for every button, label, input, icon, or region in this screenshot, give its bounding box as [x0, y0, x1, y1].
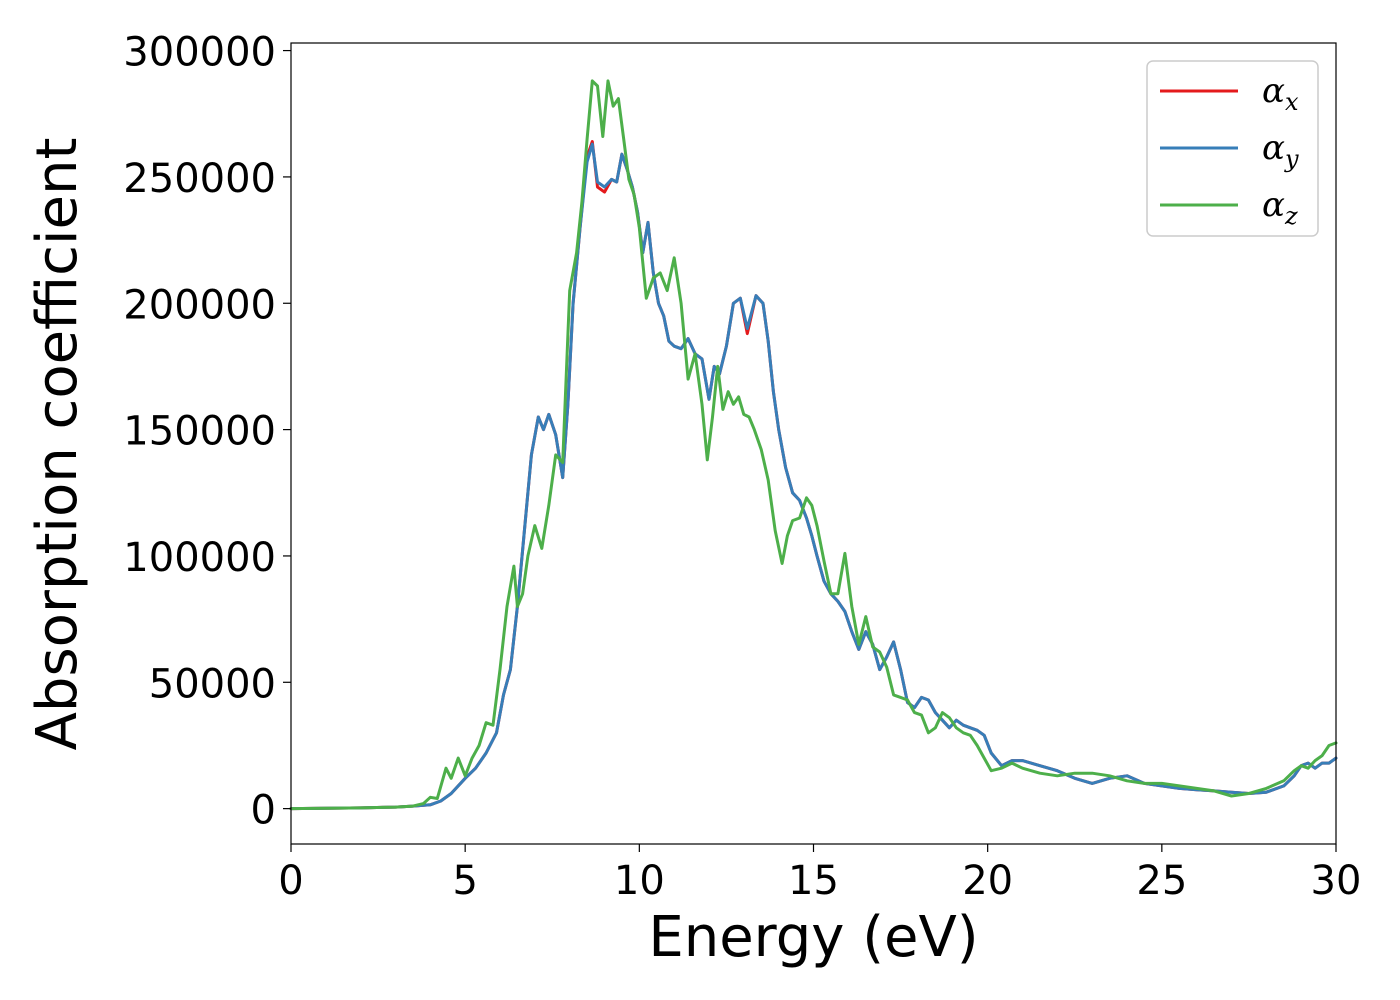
x-tick-label: 10 [614, 858, 665, 904]
x-tick-label: 30 [1311, 858, 1362, 904]
legend-label-x: αx [1262, 71, 1299, 116]
x-tick-label: 15 [788, 858, 839, 904]
x-tick-label: 20 [962, 858, 1013, 904]
y-tick-label: 300000 [123, 30, 276, 76]
y-tick-label: 0 [251, 788, 276, 834]
series-line-y [289, 142, 1338, 811]
legend-label-z: αz [1262, 185, 1298, 230]
x-tick-label: 5 [452, 858, 477, 904]
y-tick-label: 100000 [123, 535, 276, 581]
y-axis: 0 50000 100000 150000 200000 250000 300000 [123, 30, 291, 834]
series-line-z [289, 79, 1338, 811]
x-axis: 0 5 10 15 20 25 30 [278, 844, 1361, 904]
y-tick-label: 200000 [123, 282, 276, 328]
legend-label-y: αy [1262, 128, 1299, 173]
legend: αx αy αz [1146, 60, 1319, 237]
y-tick-label: 150000 [123, 409, 276, 455]
x-axis-label: Energy (eV) [648, 905, 978, 970]
y-axis-label: Absorption coefficient [25, 138, 90, 751]
x-tick-label: 0 [278, 858, 303, 904]
y-tick-label: 50000 [149, 661, 276, 707]
series-layer [289, 79, 1338, 811]
x-tick-label: 25 [1136, 858, 1187, 904]
y-tick-label: 250000 [123, 156, 276, 202]
